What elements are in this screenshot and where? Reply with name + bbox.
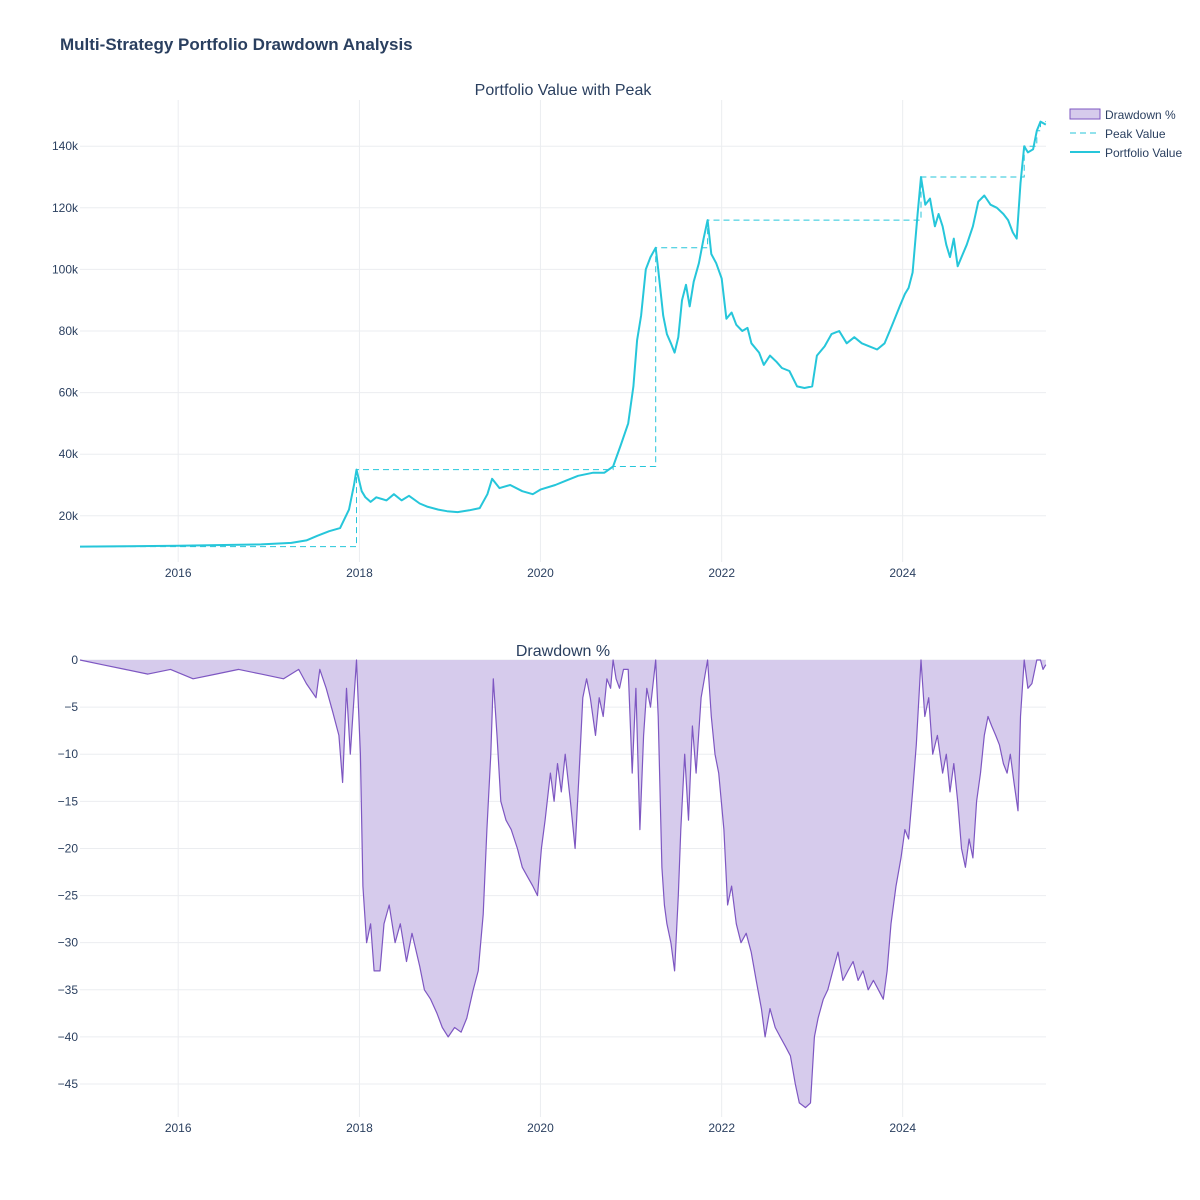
legend-label-drawdown: Drawdown % xyxy=(1105,108,1176,122)
figure-title: Multi-Strategy Portfolio Drawdown Analys… xyxy=(60,35,413,54)
drawdown-marks xyxy=(79,659,1047,1109)
x-tick-label: 2018 xyxy=(346,1121,373,1135)
y-tick-label: −40 xyxy=(58,1030,79,1044)
x-tick-label: 2018 xyxy=(346,566,373,580)
y-tick-label: 100k xyxy=(52,262,79,276)
y-tick-label: 40k xyxy=(59,447,79,461)
legend-label-peak: Peak Value xyxy=(1105,127,1166,141)
y-tick-label: −5 xyxy=(64,700,78,714)
legend-item-drawdown[interactable]: Drawdown % xyxy=(1069,108,1176,122)
drawdown-x-axis: 2016 2018 2020 2022 2024 xyxy=(165,1121,917,1135)
y-tick-label: −45 xyxy=(58,1077,79,1091)
x-tick-label: 2016 xyxy=(165,566,192,580)
legend: Drawdown % Peak Value Portfolio Value xyxy=(1069,108,1182,160)
y-tick-label: 140k xyxy=(52,139,79,153)
portfolio-grid xyxy=(80,100,1046,562)
y-tick-label: 60k xyxy=(59,386,79,400)
legend-swatch-drawdown xyxy=(1069,108,1101,120)
y-tick-label: −20 xyxy=(58,841,79,855)
y-tick-label: 0 xyxy=(71,653,78,667)
y-tick-label: 80k xyxy=(59,324,79,338)
legend-item-peak[interactable]: Peak Value xyxy=(1070,127,1166,141)
y-tick-label: −10 xyxy=(58,747,79,761)
series-line-drawdown[interactable] xyxy=(79,659,1047,1109)
portfolio-x-axis: 2016 2018 2020 2022 2024 xyxy=(165,566,917,580)
y-tick-label: 120k xyxy=(52,201,79,215)
drawdown-subplot-title: Drawdown % xyxy=(516,643,610,660)
portfolio-subplot-title: Portfolio Value with Peak xyxy=(475,82,653,99)
legend-item-portfolio[interactable]: Portfolio Value xyxy=(1070,146,1182,160)
legend-label-portfolio: Portfolio Value xyxy=(1105,146,1182,160)
portfolio-value-plot[interactable]: Portfolio Value with Peak 20k 40k 60k 80k 10… xyxy=(52,82,1047,580)
y-tick-label: −30 xyxy=(58,936,79,950)
x-tick-label: 2022 xyxy=(708,1121,735,1135)
y-tick-label: −15 xyxy=(58,794,79,808)
x-tick-label: 2016 xyxy=(165,1121,192,1135)
series-line-portfolio-value[interactable] xyxy=(79,120,1047,548)
y-tick-label: 20k xyxy=(59,509,79,523)
x-tick-label: 2022 xyxy=(708,566,735,580)
x-tick-label: 2024 xyxy=(889,566,916,580)
y-tick-label: −35 xyxy=(58,983,79,997)
x-tick-label: 2020 xyxy=(527,566,554,580)
portfolio-marks xyxy=(79,120,1047,548)
drawdown-y-axis: 0 −5 −10 −15 −20 −25 −30 −35 −40 −45 xyxy=(58,653,79,1091)
series-area-drawdown xyxy=(80,660,1046,1108)
x-tick-label: 2024 xyxy=(889,1121,916,1135)
y-tick-label: −25 xyxy=(58,889,79,903)
portfolio-y-axis: 20k 40k 60k 80k 100k 120k 140k xyxy=(52,139,79,523)
drawdown-plot[interactable]: Drawdown % 0 −5 −10 −15 −20 −25 −30 −35 −40 −45 2… xyxy=(58,643,1047,1135)
x-tick-label: 2020 xyxy=(527,1121,554,1135)
